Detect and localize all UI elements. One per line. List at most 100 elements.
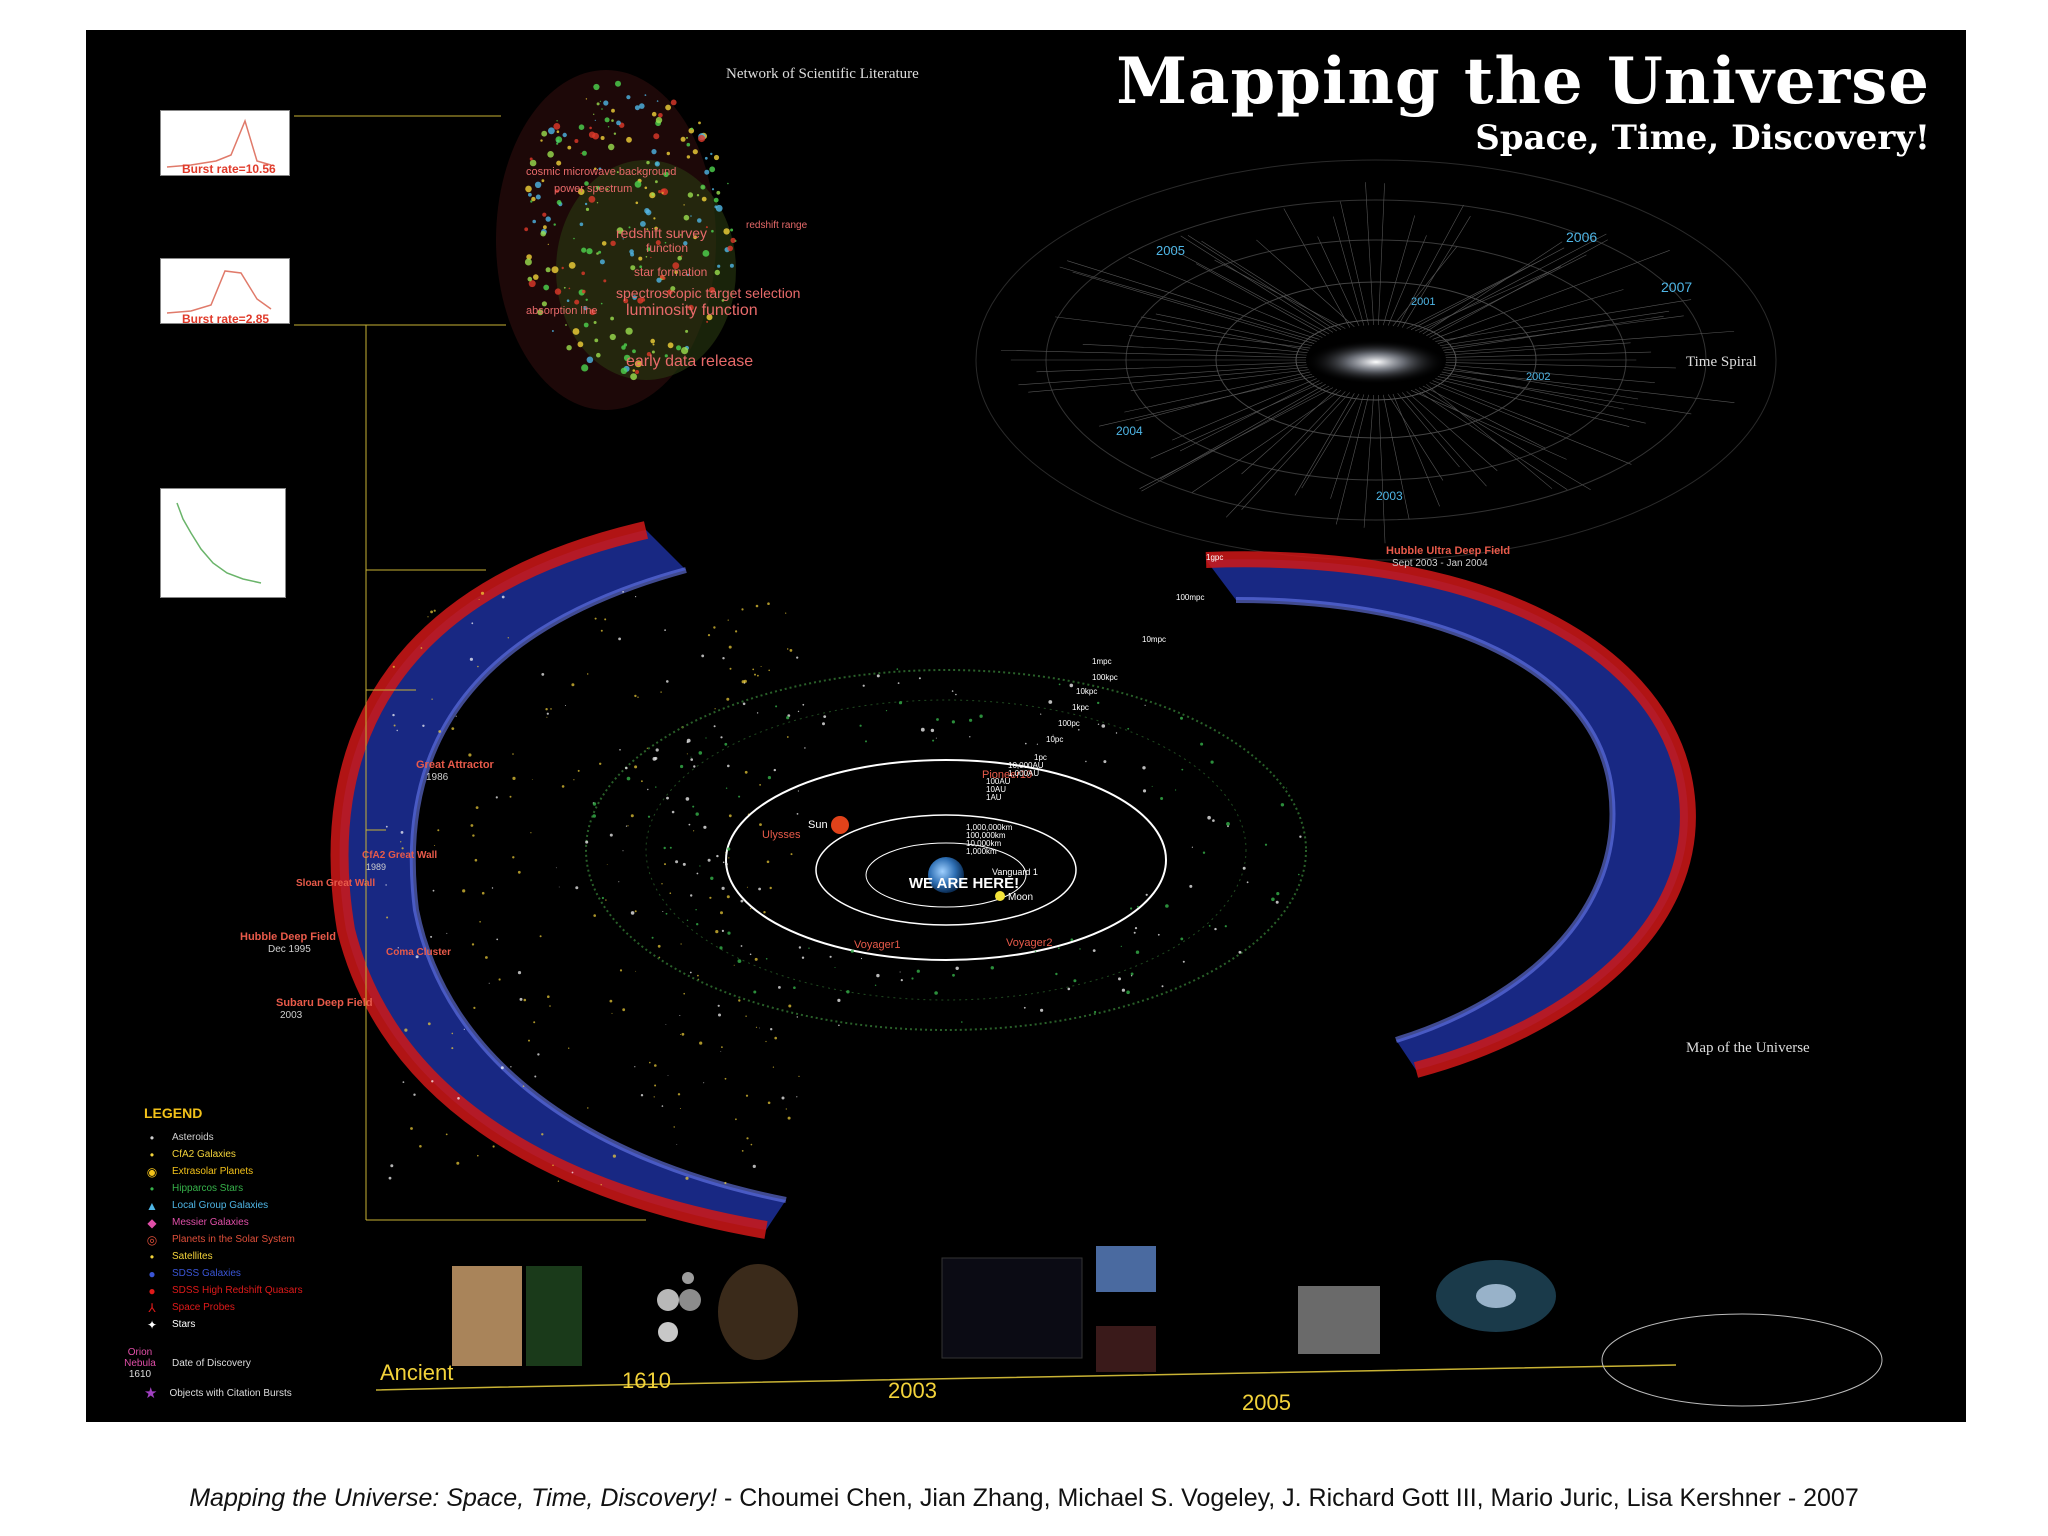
voyager1-label: Voyager1	[854, 939, 900, 951]
subaru-year: 2003	[280, 1010, 303, 1021]
legend-label: Planets in the Solar System	[172, 1234, 295, 1245]
scale-10kpc: 10kpc	[1076, 687, 1097, 696]
scale-1gpc: 1gpc	[1206, 553, 1223, 562]
we-are-here-label: WE ARE HERE!	[909, 875, 1019, 892]
legend-item: ⅄ Space Probes	[144, 1299, 384, 1316]
legend-item: ● SDSS High Redshift Quasars	[144, 1282, 384, 1299]
scale-10000au: 10,000AU	[1008, 761, 1044, 770]
scale-100au: 100AU	[986, 777, 1011, 786]
caption-authors: - Choumei Chen, Jian Zhang, Michael S. V…	[717, 1484, 1859, 1512]
network-label-power: power spectrum	[554, 183, 632, 195]
scale-1000au: 1,000AU	[1008, 769, 1039, 778]
time-spiral: 2001 2002 2003 2004 2005 2006 2007	[975, 159, 1777, 561]
legend-label: Local Group Galaxies	[172, 1200, 269, 1211]
structure-labels: Great Attractor 1986 CfA2 Great Wall 198…	[240, 545, 1510, 1021]
spiral-year-2004: 2004	[1116, 424, 1143, 438]
cfa2-wall-label: CfA2 Great Wall	[362, 850, 437, 861]
legend-label: SDSS High Redshift Quasars	[172, 1285, 303, 1296]
legend-symbol-icon: ●	[148, 1266, 156, 1281]
era-2003: 2003	[888, 1378, 937, 1403]
network-label-redshift-survey: redshift survey	[616, 225, 707, 241]
hubble-deep-label: Hubble Deep Field	[240, 931, 336, 943]
legend-symbol-icon: •	[149, 1249, 155, 1264]
network-label-redshift-range: redshift range	[746, 220, 808, 231]
poster-title: Mapping the Universe	[1116, 44, 1930, 119]
spiral-year-2001: 2001	[1411, 296, 1435, 308]
scale-1au: 1AU	[986, 793, 1002, 802]
legend: LEGEND • Asteroids • CfA2 Galaxies ◉ Extrasol…	[124, 1105, 384, 1402]
legend-item: ✦ Stars	[144, 1316, 384, 1333]
legend-label: Stars	[172, 1319, 196, 1330]
pioneer-label: Pioneer10	[982, 769, 1032, 781]
voyager2-label: Voyager2	[1006, 937, 1052, 949]
legend-item: ◉ Extrasolar Planets	[144, 1163, 384, 1180]
legend-label: SDSS Galaxies	[172, 1268, 241, 1279]
ulysses-label: Ulysses	[762, 829, 801, 841]
legend-item: • Hipparcos Stars	[144, 1180, 384, 1197]
network-label-cosmic: cosmic microwave background	[526, 166, 676, 178]
legend-label: CfA2 Galaxies	[172, 1149, 236, 1160]
legend-item: ◆ Messier Galaxies	[144, 1214, 384, 1231]
legend-symbol-icon: ▲	[146, 1198, 158, 1213]
legend-symbol-icon: ⅄	[148, 1300, 156, 1315]
great-attractor-label: Great Attractor	[416, 759, 495, 771]
legend-label: Space Probes	[172, 1302, 235, 1313]
coma-cluster-label: Coma Cluster	[386, 947, 451, 958]
hudf-date: Sept 2003 - Jan 2004	[1392, 558, 1488, 569]
legend-symbol-icon: •	[149, 1147, 155, 1162]
network-label-function: function	[646, 241, 688, 255]
legend-label: Satellites	[172, 1251, 213, 1262]
legend-title: LEGEND	[144, 1105, 203, 1121]
poster-subtitle: Space, Time, Discovery!	[1475, 118, 1930, 158]
legend-symbol-icon: ◆	[147, 1215, 157, 1230]
legend-symbol-icon: ✦	[146, 1317, 158, 1332]
network-label-early: early data release	[626, 353, 753, 370]
scale-1kpc: 1kpc	[1072, 703, 1089, 712]
legend-label: Messier Galaxies	[172, 1217, 249, 1228]
network-label-luminosity: luminosity function	[626, 302, 758, 319]
literature-network: cosmic microwave background power spectr…	[496, 70, 808, 410]
sloan-wall-label: Sloan Great Wall	[296, 878, 375, 889]
scale-100mpc: 100mpc	[1176, 593, 1204, 602]
burst-star-icon: ★	[144, 1385, 158, 1402]
caption-title: Mapping the Universe: Space, Time, Disco…	[189, 1484, 718, 1512]
burst-rate-2: Burst rate=2.85	[182, 312, 270, 326]
legend-item: ● SDSS Galaxies	[144, 1265, 384, 1282]
legend-items: • Asteroids • CfA2 Galaxies ◉ Extrasolar Plan…	[144, 1129, 384, 1333]
legend-label: Extrasolar Planets	[172, 1166, 254, 1177]
burst-rate-1: Burst rate=10.56	[182, 162, 276, 176]
legend-label: Hipparcos Stars	[172, 1183, 244, 1194]
time-spiral-heading: Time Spiral	[1686, 354, 1757, 370]
legend-item: • Satellites	[144, 1248, 384, 1265]
legend-burst-row: ★ Objects with Citation Bursts	[144, 1384, 384, 1402]
cfa2-wall-year: 1989	[366, 862, 386, 872]
hudf-label: Hubble Ultra Deep Field	[1386, 545, 1510, 557]
scale-10mpc: 10mpc	[1142, 635, 1166, 644]
network-label-absorption: absorption line	[526, 305, 598, 317]
great-attractor-year: 1986	[426, 772, 449, 783]
network-label-spectroscopic: spectroscopic target selection	[616, 285, 800, 301]
network-heading: Network of Scientific Literature	[726, 66, 919, 82]
solar-system: WE ARE HERE! Moon Sun Vanguard 1 Pioneer…	[585, 553, 1307, 1031]
legend-label: Asteroids	[172, 1132, 214, 1143]
poster: cosmic microwave background power spectr…	[86, 30, 1966, 1422]
spiral-year-2005: 2005	[1156, 243, 1185, 258]
universe-map: cosmic microwave background power spectr…	[240, 70, 1883, 1407]
legend-orion-year: 1610	[128, 1369, 152, 1380]
scale-1000000km: 1,000,000km	[966, 823, 1013, 832]
network-label-star-formation: star formation	[634, 265, 707, 279]
legend-item: • CfA2 Galaxies	[144, 1146, 384, 1163]
scale-10au: 10AU	[986, 785, 1006, 794]
vanguard-label: Vanguard 1	[992, 867, 1038, 877]
legend-item: ◎ Planets in the Solar System	[144, 1231, 384, 1248]
scale-100pc: 100pc	[1058, 719, 1080, 728]
spiral-year-2006: 2006	[1566, 229, 1597, 245]
era-2005: 2005	[1242, 1390, 1291, 1415]
burst-chart-1	[160, 110, 290, 176]
scale-1000km: 1,000km	[966, 847, 997, 856]
legend-item: • Asteroids	[144, 1129, 384, 1146]
moon-label: Moon	[1008, 892, 1033, 903]
scale-100000km: 100,000km	[966, 831, 1006, 840]
scale-10000km: 10,000km	[966, 839, 1001, 848]
legend-burst-label: Objects with Citation Bursts	[169, 1387, 292, 1399]
